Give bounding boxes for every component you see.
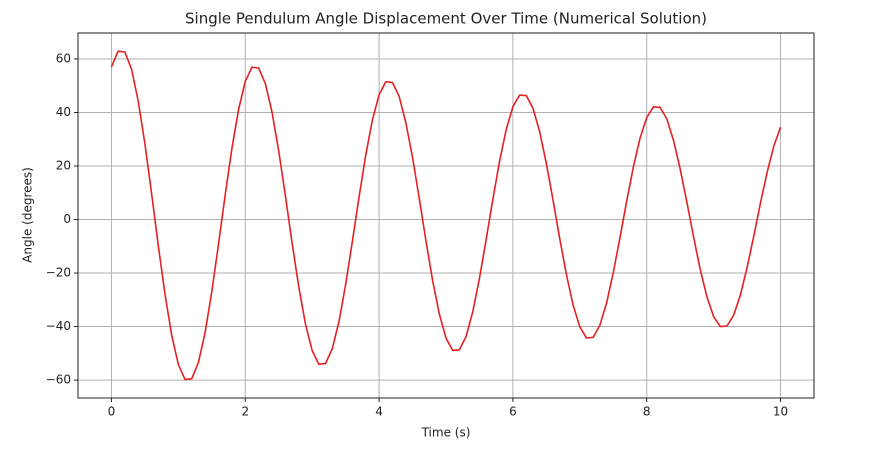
data-line — [110, 50, 782, 381]
y-tick-label: −40 — [46, 319, 71, 333]
chart-title: Single Pendulum Angle Displacement Over … — [185, 10, 707, 28]
y-tick-label: 40 — [56, 105, 71, 119]
y-tick-label: −60 — [46, 373, 71, 387]
x-axis-label: Time (s) — [421, 426, 471, 440]
x-tick-label: 0 — [108, 405, 116, 419]
y-tick-label: 0 — [63, 212, 71, 226]
x-tick-label: 10 — [773, 405, 788, 419]
y-tick-label: 60 — [56, 51, 71, 65]
y-axis-label: Angle (degrees) — [21, 167, 35, 263]
plot-frame — [77, 32, 815, 399]
x-tick-label: 6 — [509, 405, 517, 419]
y-tick-label: −20 — [46, 266, 71, 280]
y-tick-label: 20 — [56, 158, 71, 172]
x-tick-label: 4 — [375, 405, 383, 419]
x-tick-label: 8 — [643, 405, 651, 419]
x-tick-label: 2 — [241, 405, 249, 419]
